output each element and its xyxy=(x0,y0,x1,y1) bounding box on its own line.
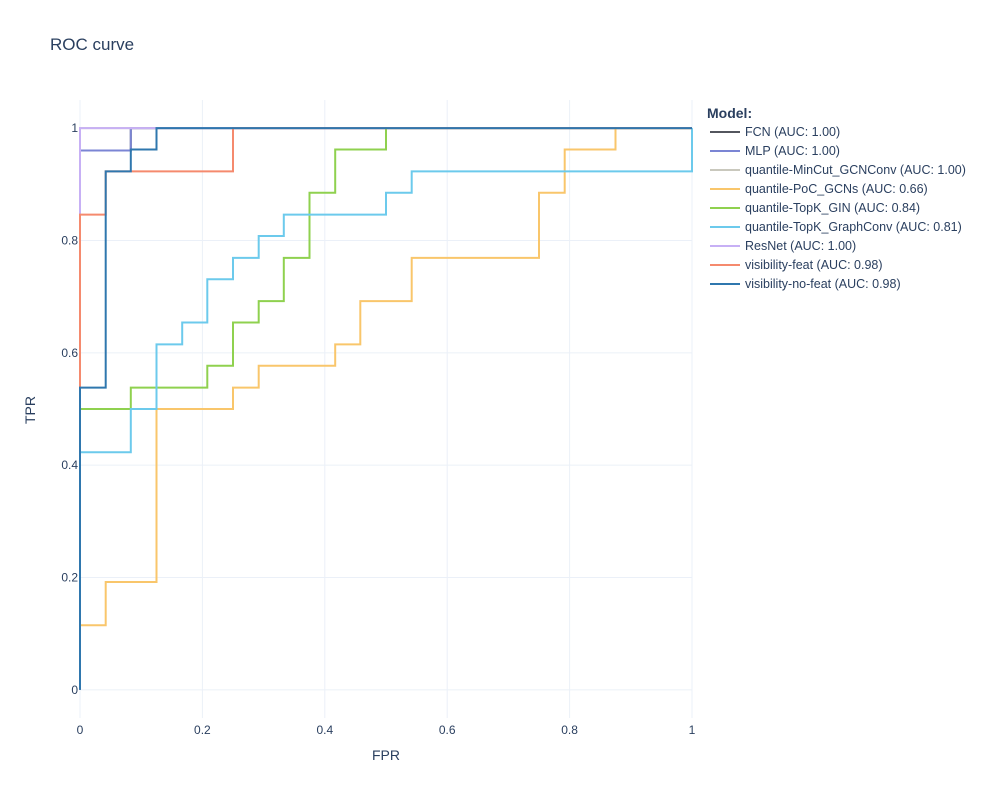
y-tick-labels: 0 0.2 0.4 0.6 0.8 1 xyxy=(61,121,78,697)
legend-item[interactable]: visibility-feat (AUC: 0.98) xyxy=(710,258,883,272)
legend-item[interactable]: MLP (AUC: 1.00) xyxy=(710,144,840,158)
x-tick-label: 0.6 xyxy=(439,723,456,737)
legend-item[interactable]: FCN (AUC: 1.00) xyxy=(710,125,840,139)
legend-item[interactable]: quantile-TopK_GraphConv (AUC: 0.81) xyxy=(710,220,962,234)
series-line-5 xyxy=(79,128,693,690)
legend-label: quantile-MinCut_GCNConv (AUC: 1.00) xyxy=(745,163,966,177)
series-line-3 xyxy=(79,127,692,690)
legend-label: MLP (AUC: 1.00) xyxy=(745,144,840,158)
y-tick-label: 0 xyxy=(71,683,78,697)
x-tick-labels: 0 0.2 0.4 0.6 0.8 1 xyxy=(77,723,696,737)
legend-item[interactable]: quantile-TopK_GIN (AUC: 0.84) xyxy=(710,201,920,215)
legend-label: quantile-PoC_GCNs (AUC: 0.66) xyxy=(745,182,928,196)
x-tick-label: 0 xyxy=(77,723,84,737)
series-lines xyxy=(79,127,693,690)
y-tick-label: 0.4 xyxy=(61,458,78,472)
legend-title: Model: xyxy=(707,105,752,121)
chart-title: ROC curve xyxy=(50,35,134,54)
y-tick-label: 0.6 xyxy=(61,346,78,360)
x-tick-label: 0.8 xyxy=(561,723,578,737)
y-axis-title: TPR xyxy=(22,396,38,424)
legend-label: ResNet (AUC: 1.00) xyxy=(745,239,856,253)
series-line-8 xyxy=(79,127,692,690)
legend-item[interactable]: visibility-no-feat (AUC: 0.98) xyxy=(710,277,901,291)
x-tick-label: 0.4 xyxy=(316,723,333,737)
x-tick-label: 1 xyxy=(689,723,696,737)
legend-label: visibility-feat (AUC: 0.98) xyxy=(745,258,883,272)
legend: Model: FCN (AUC: 1.00) MLP (AUC: 1.00) qua… xyxy=(707,105,966,291)
y-tick-label: 1 xyxy=(71,121,78,135)
legend-label: FCN (AUC: 1.00) xyxy=(745,125,840,139)
legend-label: visibility-no-feat (AUC: 0.98) xyxy=(745,277,901,291)
legend-item[interactable]: quantile-PoC_GCNs (AUC: 0.66) xyxy=(710,182,928,196)
x-tick-label: 0.2 xyxy=(194,723,211,737)
y-tick-label: 0.2 xyxy=(61,571,78,585)
legend-label: quantile-TopK_GIN (AUC: 0.84) xyxy=(745,201,920,215)
series-line-4 xyxy=(79,127,692,690)
legend-item[interactable]: quantile-MinCut_GCNConv (AUC: 1.00) xyxy=(710,163,966,177)
y-tick-label: 0.8 xyxy=(61,233,78,247)
legend-label: quantile-TopK_GraphConv (AUC: 0.81) xyxy=(745,220,962,234)
legend-items: FCN (AUC: 1.00) MLP (AUC: 1.00) quantile-M… xyxy=(710,125,966,291)
x-axis-title: FPR xyxy=(372,747,400,763)
legend-item[interactable]: ResNet (AUC: 1.00) xyxy=(710,239,856,253)
